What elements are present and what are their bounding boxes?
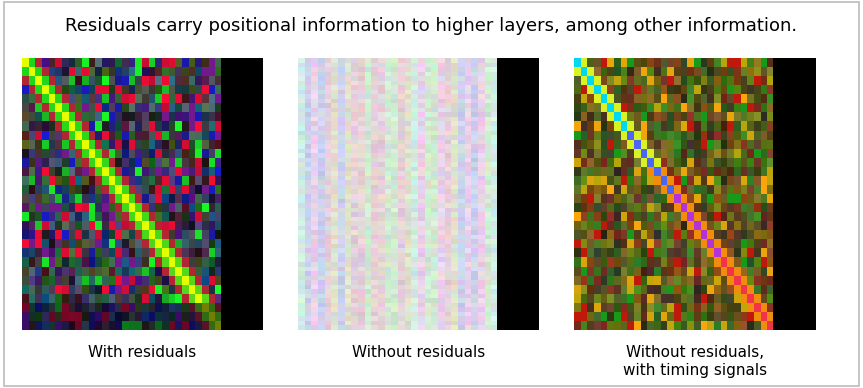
Text: Without residuals: Without residuals: [352, 345, 485, 360]
Text: Without residuals,
with timing signals: Without residuals, with timing signals: [622, 345, 767, 378]
Text: Residuals carry positional information to higher layers, among other information: Residuals carry positional information t…: [66, 17, 797, 35]
Text: With residuals: With residuals: [88, 345, 197, 360]
